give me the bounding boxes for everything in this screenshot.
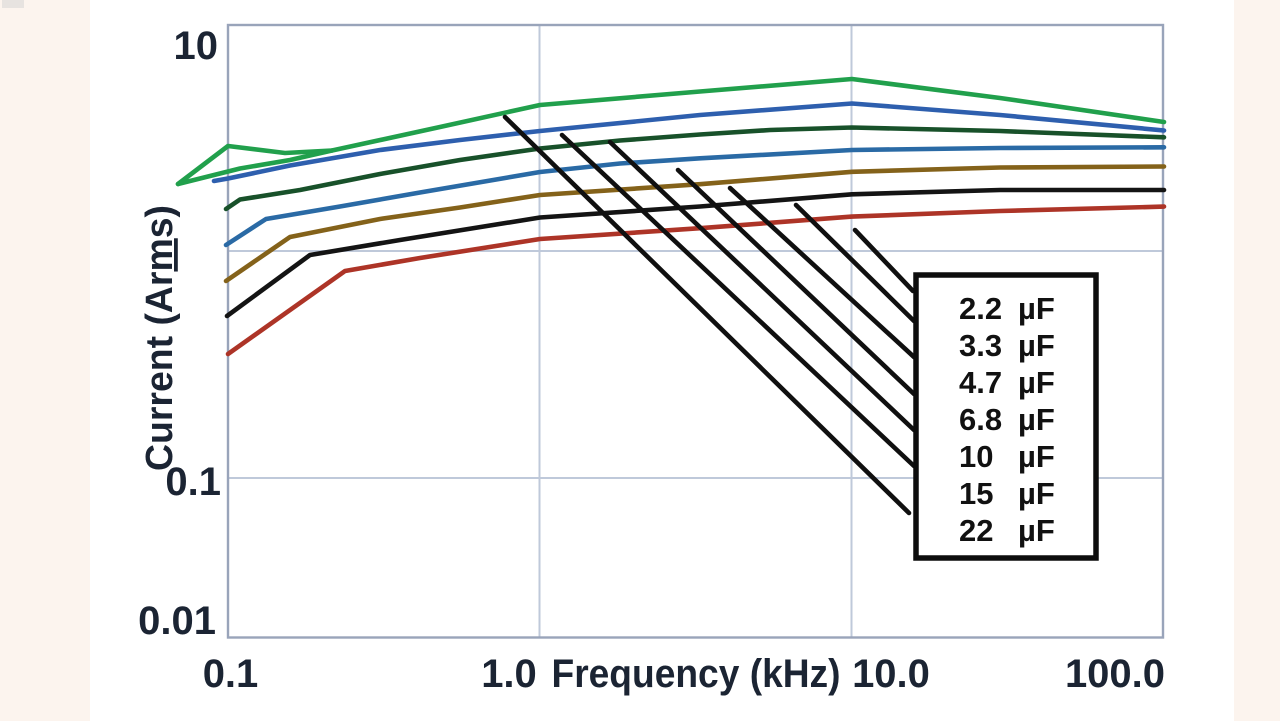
svg-text:4.7: 4.7 [959, 365, 1002, 400]
svg-text:Frequency (kHz): Frequency (kHz) [552, 652, 841, 696]
svg-text:15: 15 [959, 476, 993, 511]
svg-text:µF: µF [1018, 402, 1055, 437]
svg-text:3.3: 3.3 [959, 328, 1002, 363]
svg-text:µF: µF [1018, 365, 1055, 400]
svg-text:0.1: 0.1 [203, 652, 259, 696]
svg-text:µF: µF [1018, 439, 1055, 474]
svg-text:µF: µF [1018, 513, 1055, 548]
svg-text:6.8: 6.8 [959, 402, 1002, 437]
svg-text:10.0: 10.0 [852, 652, 930, 696]
svg-text:100.0: 100.0 [1065, 652, 1165, 696]
svg-text:Current (Arms): Current (Arms) [139, 205, 181, 471]
svg-text:10: 10 [959, 439, 993, 474]
svg-text:10: 10 [174, 24, 219, 68]
svg-text:2.2: 2.2 [959, 291, 1002, 326]
svg-text:µF: µF [1018, 476, 1055, 511]
svg-text:0.01: 0.01 [138, 599, 216, 643]
svg-text:1.0: 1.0 [481, 652, 537, 696]
svg-text:0.1: 0.1 [165, 460, 221, 504]
svg-text:µF: µF [1018, 328, 1055, 363]
svg-text:µF: µF [1018, 291, 1055, 326]
svg-text:22: 22 [959, 513, 993, 548]
